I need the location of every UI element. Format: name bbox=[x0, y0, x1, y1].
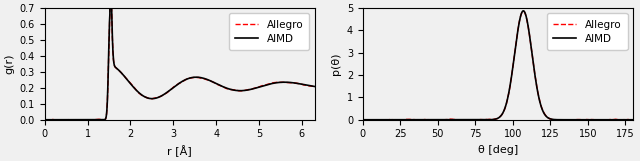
AIMD bbox=[311, 85, 319, 87]
AIMD bbox=[41, 119, 49, 121]
AIMD bbox=[306, 85, 314, 87]
Allegro bbox=[276, 81, 284, 83]
AIMD bbox=[463, 119, 470, 121]
Allegro bbox=[359, 119, 367, 121]
AIMD bbox=[474, 119, 482, 121]
Allegro bbox=[406, 118, 413, 120]
Legend: Allegro, AIMD: Allegro, AIMD bbox=[547, 13, 628, 50]
Y-axis label: g(r): g(r) bbox=[4, 54, 14, 74]
Allegro bbox=[464, 119, 472, 121]
Line: Allegro: Allegro bbox=[45, 0, 315, 120]
Allegro bbox=[145, 97, 152, 99]
AIMD bbox=[145, 97, 152, 99]
Allegro bbox=[629, 119, 637, 121]
Allegro bbox=[72, 119, 79, 121]
AIMD bbox=[88, 119, 95, 121]
AIMD bbox=[406, 119, 413, 121]
AIMD bbox=[520, 10, 527, 12]
Allegro bbox=[520, 10, 527, 12]
Allegro bbox=[88, 119, 95, 121]
Allegro bbox=[306, 85, 314, 87]
Allegro bbox=[41, 119, 49, 121]
X-axis label: r [Å]: r [Å] bbox=[168, 145, 192, 157]
Allegro bbox=[595, 119, 602, 121]
Line: Allegro: Allegro bbox=[363, 11, 633, 120]
Allegro bbox=[624, 118, 632, 120]
Allegro bbox=[390, 119, 397, 121]
Allegro bbox=[156, 96, 164, 98]
AIMD bbox=[276, 81, 284, 83]
Allegro bbox=[463, 119, 470, 121]
Y-axis label: p(θ): p(θ) bbox=[332, 53, 341, 75]
AIMD bbox=[156, 96, 164, 98]
Allegro bbox=[76, 119, 84, 121]
Legend: Allegro, AIMD: Allegro, AIMD bbox=[229, 13, 310, 50]
Line: AIMD: AIMD bbox=[45, 0, 315, 120]
X-axis label: θ [deg]: θ [deg] bbox=[477, 145, 518, 155]
AIMD bbox=[390, 119, 397, 121]
Line: AIMD: AIMD bbox=[363, 11, 633, 120]
Allegro bbox=[311, 85, 319, 87]
AIMD bbox=[629, 119, 637, 121]
AIMD bbox=[72, 119, 79, 121]
AIMD bbox=[595, 119, 602, 121]
AIMD bbox=[359, 119, 367, 121]
Allegro bbox=[474, 119, 482, 121]
AIMD bbox=[624, 119, 632, 121]
